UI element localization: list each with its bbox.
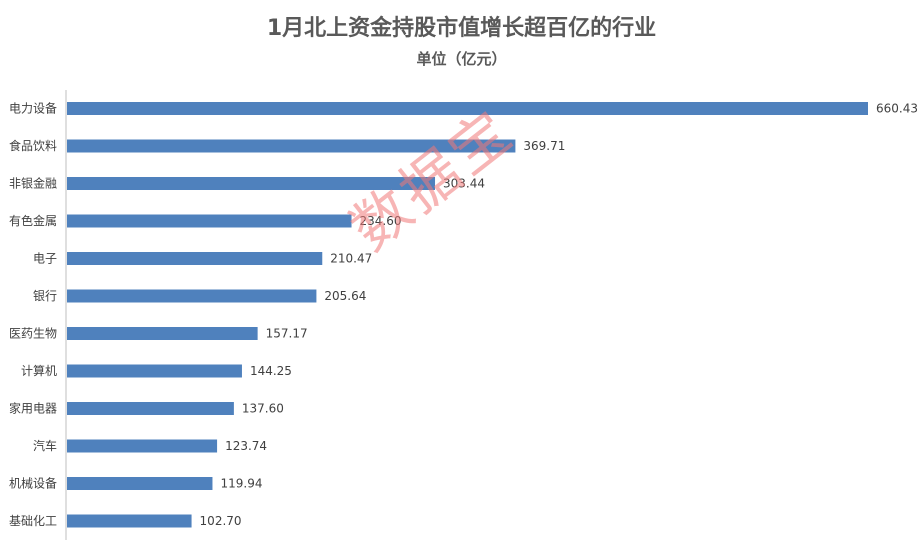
bar <box>67 177 436 190</box>
category-label: 基础化工 <box>9 514 57 528</box>
data-label: 369.71 <box>523 139 565 153</box>
chart-title: 1月北上资金持股市值增长超百亿的行业 <box>266 16 657 41</box>
category-label: 医药生物 <box>9 327 57 341</box>
bar <box>67 402 234 415</box>
bar <box>67 439 218 453</box>
category-label: 电力设备 <box>9 102 57 116</box>
data-label: 123.74 <box>225 439 267 453</box>
bar <box>67 102 868 115</box>
data-label: 210.47 <box>330 252 372 266</box>
category-label: 计算机 <box>21 363 57 378</box>
chart-subtitle: 单位（亿元） <box>416 50 507 68</box>
bar <box>67 139 516 153</box>
category-label: 家用电器 <box>9 401 57 416</box>
category-label: 食品饮料 <box>9 138 57 153</box>
bar <box>67 514 192 528</box>
data-label: 205.64 <box>324 289 366 303</box>
bar <box>67 289 317 303</box>
bar <box>67 327 258 340</box>
category-label: 有色金属 <box>9 213 57 228</box>
data-label: 303.44 <box>443 177 485 191</box>
data-label: 102.70 <box>200 514 242 528</box>
data-label: 660.43 <box>876 102 918 116</box>
category-label: 非银金融 <box>9 176 57 191</box>
bar <box>67 214 352 228</box>
category-label: 银行 <box>33 289 57 303</box>
data-label: 144.25 <box>250 364 292 378</box>
bar <box>67 364 242 378</box>
data-label: 234.60 <box>360 214 402 228</box>
category-label: 机械设备 <box>9 476 57 491</box>
bar <box>67 252 323 265</box>
category-label: 汽车 <box>33 438 57 453</box>
bars-layer: 电力设备 660.43 食品饮料 369.71 非银金融 303.44 有色金属 234.60… <box>9 102 918 529</box>
data-label: 119.94 <box>220 477 262 491</box>
data-label: 157.17 <box>266 327 308 341</box>
bar <box>67 477 213 490</box>
category-label: 电子 <box>33 252 57 266</box>
data-label: 137.60 <box>242 402 284 416</box>
